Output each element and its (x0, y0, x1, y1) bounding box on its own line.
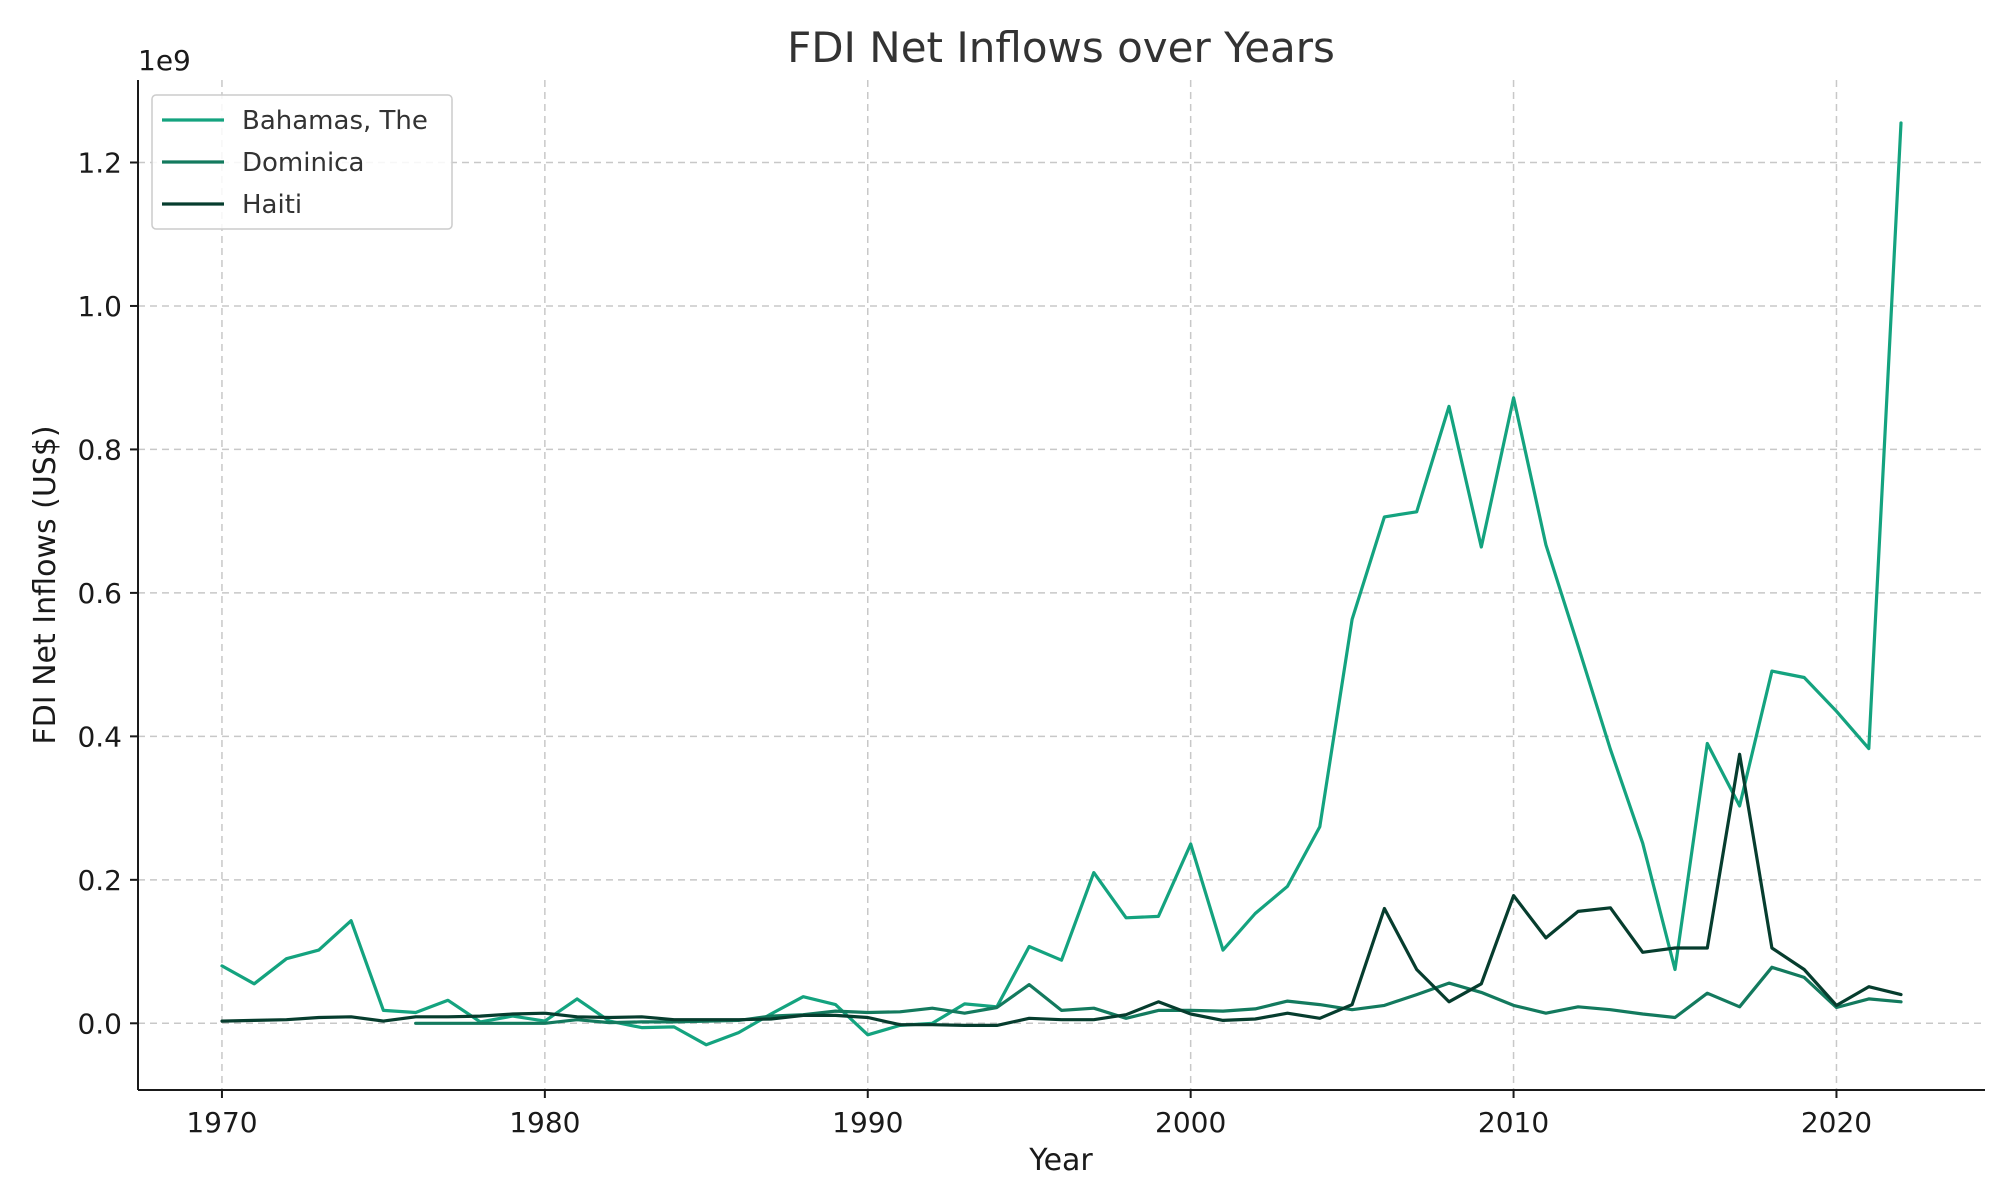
y-tick-label: 0.4 (77, 720, 122, 753)
x-axis-label: Year (1028, 1143, 1093, 1178)
x-tick-label: 2000 (1155, 1106, 1226, 1139)
tick-marks: 1970 1980 1990 2000 2010 2020 0.0 0.2 0.4 0.6 0.8 1… (77, 146, 1872, 1139)
series-line-bahamas-the (220, 121, 1903, 1047)
y-tick-label: 0.6 (77, 577, 122, 610)
y-tick-label: 1.2 (77, 146, 122, 179)
legend-label-bahamas-the: Bahamas, The (242, 106, 428, 136)
y-offset-label: 1e9 (138, 44, 191, 77)
chart-title: FDI Net Inflows over Years (787, 23, 1335, 72)
series-lines (220, 121, 1903, 1047)
legend-label-haiti: Haiti (242, 190, 302, 220)
x-tick-label: 1990 (832, 1106, 903, 1139)
series-line-dominica (414, 965, 1903, 1025)
y-axis-label: FDI Net Inflows (US$) (28, 425, 63, 744)
x-tick-label: 2020 (1801, 1106, 1872, 1139)
y-tick-label: 1.0 (77, 290, 122, 323)
y-tick-label: 0.0 (77, 1007, 122, 1040)
legend-label-dominica: Dominica (242, 148, 364, 178)
y-tick-label: 0.2 (77, 864, 122, 897)
x-tick-label: 1970 (186, 1106, 257, 1139)
legend-box (151, 94, 453, 230)
legend: Bahamas, The Dominica Haiti (151, 94, 453, 230)
x-tick-label: 2010 (1478, 1106, 1549, 1139)
grid-lines (138, 80, 1985, 1090)
axes (137, 80, 1985, 1091)
y-tick-label: 0.8 (77, 433, 122, 466)
x-tick-label: 1980 (509, 1106, 580, 1139)
series-line-haiti (220, 752, 1903, 1028)
